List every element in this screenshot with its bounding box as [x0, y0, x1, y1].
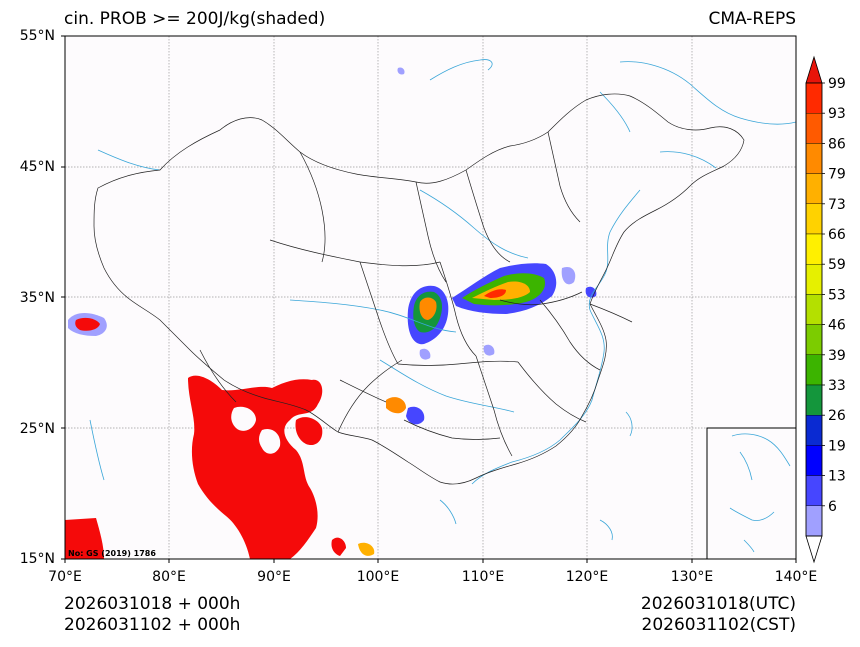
lon-tick-90: 90°E: [257, 569, 291, 585]
coastlines-rivers: [89, 59, 796, 541]
colorbar-label: 73: [828, 197, 846, 213]
colorbar-over-triangle: [805, 55, 823, 84]
china-outline: [93, 93, 745, 485]
colorbar-segment: [805, 354, 823, 386]
lon-tick-120: 120°E: [565, 569, 609, 585]
colorbar-label: 13: [828, 469, 846, 485]
colorbar-frame: [805, 82, 823, 537]
admin-borders: [93, 93, 745, 485]
colorbar-segment: [805, 324, 823, 356]
colorbar-label: 46: [828, 318, 846, 334]
lat-tick-15: 15°N: [19, 551, 55, 567]
shade-area-southwest-hole-2: [259, 428, 281, 454]
colorbar-label: 53: [828, 287, 846, 303]
shade-blob-central-core: [419, 297, 437, 320]
map-title-left: cin. PROB >= 200J/kg(shaded): [64, 9, 326, 29]
colorbar-label: 6: [828, 499, 837, 515]
shade-area-southwest: [188, 375, 323, 559]
footer-valid-utc: 2026031018(UTC): [640, 594, 796, 614]
lat-tick-25: 25°N: [19, 421, 55, 437]
colorbar-segment: [805, 475, 823, 507]
shade-band-east-hot: [484, 289, 506, 298]
colorbar-label: 59: [828, 257, 846, 273]
map-title-right: CMA-REPS: [708, 9, 796, 29]
lat-tick-45: 45°N: [19, 159, 55, 175]
colorbar-segment: [805, 384, 823, 416]
colorbar-label: 26: [828, 408, 846, 424]
shade-area-bottom-left: [65, 518, 104, 559]
colorbar-label: 19: [828, 438, 846, 454]
lon-tick-110: 110°E: [461, 569, 505, 585]
colorbar-segment: [805, 173, 823, 205]
shade-area-southwest-hole: [231, 406, 256, 431]
lon-tick-130: 130°E: [670, 569, 714, 585]
colorbar-segment: [805, 143, 823, 174]
map-frame: No: GS (2019) 1786: [61, 35, 797, 563]
footer-init-utc: 2026031018 + 000h: [64, 594, 241, 614]
colorbar-under-triangle: [805, 535, 823, 564]
colorbar-label: 66: [828, 227, 846, 243]
axis-ticks: [61, 35, 797, 563]
colorbar-label: 93: [828, 106, 846, 122]
shade-spot-south-1: [386, 397, 406, 414]
shade-spot-west-core: [75, 317, 100, 331]
colorbar-segment: [805, 264, 823, 295]
footer-init-cst: 2026031102 + 000h: [64, 615, 241, 635]
colorbar-segment: [805, 415, 823, 446]
colorbar-segment: [805, 294, 823, 325]
shade-spot-south-4: [483, 344, 495, 356]
lon-tick-100: 100°E: [356, 569, 400, 585]
lat-tick-55: 55°N: [19, 28, 55, 44]
colorbar-segment: [805, 445, 823, 476]
lon-tick-140: 140°E: [774, 569, 818, 585]
footer-valid-cst: 2026031102(CST): [641, 615, 796, 635]
colorbar-segment: [805, 82, 823, 114]
colorbar-label: 86: [828, 136, 846, 152]
colorbar-label: 39: [828, 348, 846, 364]
colorbar-label: 99: [828, 76, 846, 92]
lon-tick-80: 80°E: [152, 569, 186, 585]
shade-area-bottom-thai: [358, 542, 375, 556]
shade-spot-north-1: [397, 67, 405, 75]
shade-area-bottom-burma: [331, 537, 346, 556]
shade-spot-south-2: [406, 406, 425, 425]
colorbar-segment: [805, 505, 823, 537]
probability-shading: [65, 67, 597, 559]
shade-spot-east-1: [561, 266, 576, 285]
colorbar: 99 93 86 79 73 66 59 53 46 39 33 26 19 13 6: [805, 55, 846, 564]
colorbar-segment: [805, 112, 823, 144]
inset-map-box: [706, 427, 796, 559]
colorbar-label: 33: [828, 378, 846, 394]
colorbar-label: 79: [828, 167, 846, 183]
lat-tick-35: 35°N: [19, 290, 55, 306]
colorbar-segment: [805, 203, 823, 235]
lon-tick-70: 70°E: [48, 569, 82, 585]
shade-spot-south-3: [419, 348, 431, 360]
shade-area-burma-edge: [295, 417, 323, 446]
colorbar-segment: [805, 233, 823, 265]
map-note: No: GS (2019) 1786: [68, 549, 156, 558]
